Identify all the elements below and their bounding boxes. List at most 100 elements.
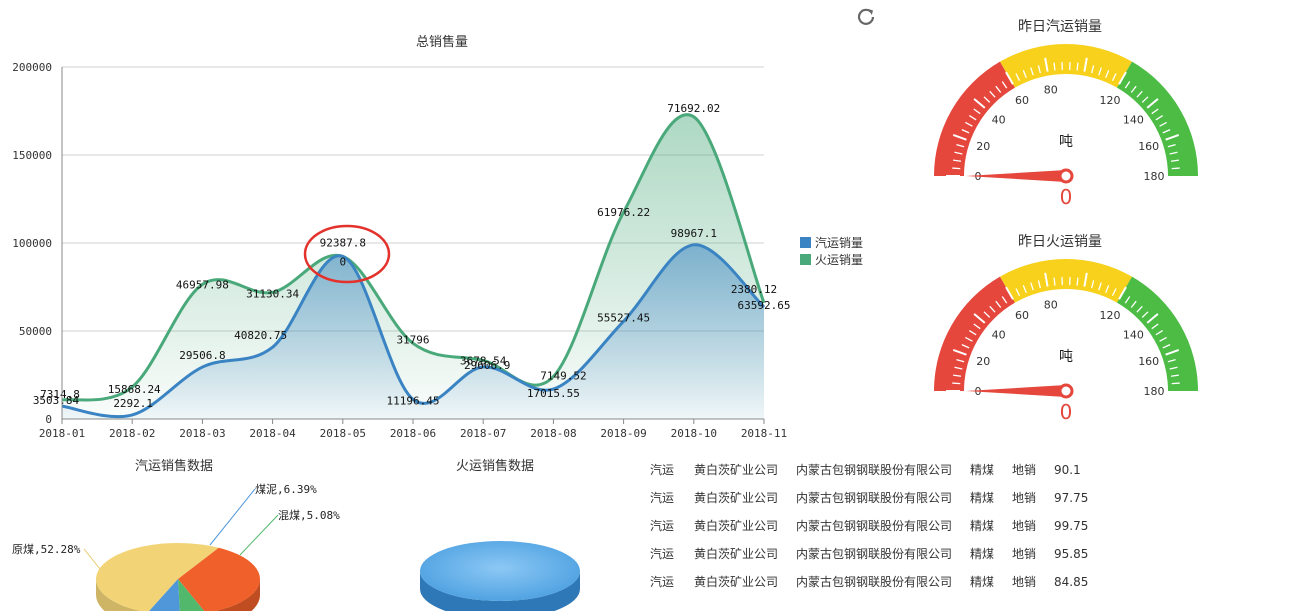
x-tick-label: 2018-10 xyxy=(671,427,717,440)
y-tick-label: 150000 xyxy=(12,149,52,162)
table-row: 汽运 黄白茨矿业公司 内蒙古包钢钢联股份有限公司 精煤 地销 84.85 xyxy=(640,568,1110,596)
gauge-tick xyxy=(1083,57,1088,72)
table-cell: 汽运 xyxy=(650,575,675,589)
data-label: 17015.55 xyxy=(527,387,580,400)
gauge-tick xyxy=(1022,285,1027,293)
legend-item-truck[interactable]: 汽运销量 xyxy=(800,234,863,251)
gauge-tick xyxy=(973,98,986,109)
pie-truck-sales: 原煤,52.28% 煤泥,6.39% 混煤,5.08% xyxy=(12,483,340,611)
x-tick-label: 2018-04 xyxy=(249,427,296,440)
refresh-icon[interactable] xyxy=(856,6,876,26)
x-tick-label: 2018-02 xyxy=(109,427,155,440)
gauge-tick-label: 40 xyxy=(992,113,1006,126)
gauge-tick xyxy=(973,323,981,330)
gauge-tick xyxy=(1030,67,1034,76)
gauge-tick xyxy=(983,96,991,103)
pie-title-truck: 汽运销售数据 xyxy=(135,459,214,474)
gauge-tick-label: 80 xyxy=(1044,298,1058,311)
gauge-tick xyxy=(1167,358,1176,363)
x-tick-label: 2018-01 xyxy=(39,427,85,440)
legend-label: 火运销量 xyxy=(815,253,864,267)
table-cell: 95.85 xyxy=(1054,547,1089,561)
gauge-tick xyxy=(1091,65,1095,74)
gauge-tick xyxy=(1141,96,1149,103)
gauge-tick xyxy=(1111,73,1117,82)
gauge-tick xyxy=(1159,336,1167,342)
gauge-tick-label: 60 xyxy=(1015,94,1029,107)
table-cell: 汽运 xyxy=(650,491,675,505)
data-label: 71692.02 xyxy=(667,102,720,115)
table-cell: 地销 xyxy=(1012,491,1037,505)
table-cell: 97.75 xyxy=(1054,491,1089,505)
pie-label: 煤泥,6.39% xyxy=(255,483,317,496)
table-cell: 内蒙古包钢钢联股份有限公司 xyxy=(796,491,953,505)
legend-item-train[interactable]: 火运销量 xyxy=(800,251,863,268)
gauge-tick xyxy=(995,300,1002,308)
table-cell: 地销 xyxy=(1012,547,1037,561)
gauge-tick xyxy=(1169,151,1178,155)
table-cell: 地销 xyxy=(1012,575,1037,589)
gauge-tick-label: 180 xyxy=(1144,385,1165,398)
pie-side xyxy=(420,571,580,611)
gauge-tick xyxy=(1098,67,1102,76)
y-tick-label: 200000 xyxy=(12,61,52,74)
gauge-tick xyxy=(1111,288,1117,297)
gauge-tick xyxy=(989,305,996,313)
gauge-needle xyxy=(966,385,1066,397)
gauge-pivot xyxy=(1058,168,1074,184)
table-cell: 99.75 xyxy=(1054,519,1089,533)
gauge-tick xyxy=(1130,85,1137,93)
gauge-tick xyxy=(953,374,962,377)
total-sales-chart: 总销售量 7314.8 2292.1 29506.8 40820.75 92387.8 1… xyxy=(12,34,790,440)
gauge-tick xyxy=(954,151,963,155)
gauge-title-train: 昨日火运销量 xyxy=(1018,234,1102,250)
gauge-tick xyxy=(961,344,970,349)
pie-slice-3 xyxy=(178,579,205,611)
gauge-tick xyxy=(1136,90,1143,98)
x-tick-label: 2018-03 xyxy=(179,427,225,440)
gauge-tick xyxy=(1076,62,1079,71)
gauge-tick xyxy=(1169,366,1178,370)
gauge-tick xyxy=(952,134,967,141)
gauge-tick-label: 160 xyxy=(1138,140,1159,153)
data-label: 55527.45 xyxy=(597,311,650,324)
gauge-tick xyxy=(968,330,977,336)
data-label: 63592.65 xyxy=(738,299,790,312)
gauge-tick xyxy=(1005,286,1014,300)
pie-slice-0 xyxy=(96,543,219,611)
gauge-tick xyxy=(1170,159,1179,162)
data-label: 2292.1 xyxy=(113,397,153,410)
gauge-tick xyxy=(1141,311,1149,318)
series-area-0 xyxy=(62,244,764,419)
table-cell: 黄白茨矿业公司 xyxy=(694,491,779,505)
gauge-tick xyxy=(1124,81,1131,89)
pie-train-sales xyxy=(420,541,580,611)
gauge-tick xyxy=(1015,288,1021,297)
gauge-tick-label: 40 xyxy=(992,328,1006,341)
gauge-band-1 xyxy=(1000,43,1132,88)
data-label: 29606.9 xyxy=(464,359,510,372)
gauge-tick xyxy=(965,336,973,342)
gauge-tick xyxy=(973,108,981,115)
table-cell: 黄白茨矿业公司 xyxy=(694,547,779,561)
x-tick-label: 2018-11 xyxy=(741,427,787,440)
table-cell: 内蒙古包钢钢联股份有限公司 xyxy=(796,547,953,561)
x-tick-label: 2018-09 xyxy=(600,427,646,440)
table-cell: 内蒙古包钢钢联股份有限公司 xyxy=(796,463,953,477)
gauge-tick xyxy=(983,311,991,318)
x-tick-label: 2018-07 xyxy=(460,427,506,440)
data-label: 31130.34 xyxy=(246,287,299,300)
gauge-tick-label: 120 xyxy=(1100,94,1121,107)
y-tick-label: 0 xyxy=(45,413,52,426)
gauge-tick xyxy=(1037,65,1041,74)
pie-leader xyxy=(83,548,101,570)
table-cell: 黄白茨矿业公司 xyxy=(694,463,779,477)
legend-swatch xyxy=(800,237,811,248)
gauge-tick xyxy=(961,129,970,134)
gauge-tick xyxy=(1151,323,1159,330)
gauge-tick xyxy=(1005,71,1014,85)
table-row: 汽运 黄白茨矿业公司 内蒙古包钢钢联股份有限公司 精煤 地销 97.75 xyxy=(640,484,1110,512)
table-cell: 内蒙古包钢钢联股份有限公司 xyxy=(796,519,953,533)
gauge-tick-label: 20 xyxy=(976,140,990,153)
